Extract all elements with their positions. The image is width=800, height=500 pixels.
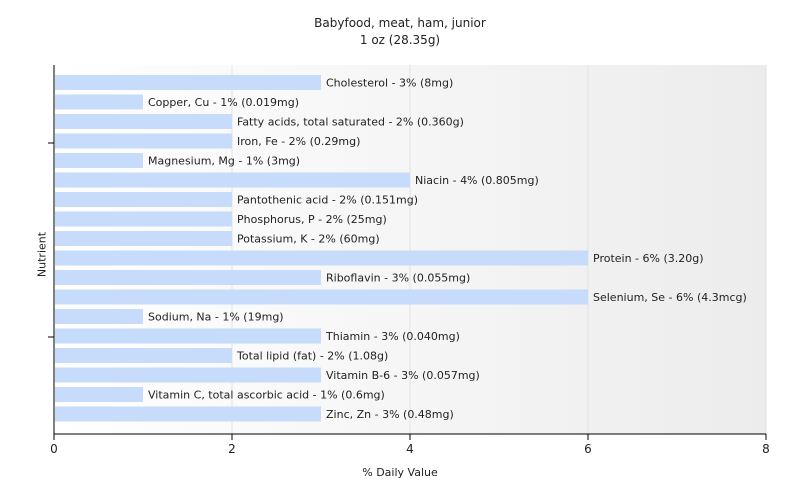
x-tick-label: 0 <box>50 442 58 456</box>
bar <box>55 133 232 149</box>
bar-label: Sodium, Na - 1% (19mg) <box>148 311 284 324</box>
bar <box>55 289 588 305</box>
x-tick-label: 4 <box>406 442 414 456</box>
bar <box>55 153 143 168</box>
bar <box>55 328 321 344</box>
bar-label: Vitamin C, total ascorbic acid - 1% (0.6… <box>148 389 385 402</box>
bar-label: Potassium, K - 2% (60mg) <box>237 233 380 246</box>
x-tick-label: 2 <box>228 442 236 456</box>
bar-label: Vitamin B-6 - 3% (0.057mg) <box>326 369 480 382</box>
x-tick-label: 8 <box>762 442 770 456</box>
bar <box>55 211 232 227</box>
bar-label: Magnesium, Mg - 1% (3mg) <box>148 155 300 168</box>
bar-label: Pantothenic acid - 2% (0.151mg) <box>237 194 418 207</box>
bar-label: Cholesterol - 3% (8mg) <box>326 77 453 90</box>
bar-label: Phosphorus, P - 2% (25mg) <box>237 213 387 226</box>
bar-label: Total lipid (fat) - 2% (1.08g) <box>236 350 388 363</box>
bar <box>55 406 321 422</box>
bar <box>55 270 321 285</box>
bar <box>55 75 321 90</box>
bar-label: Thiamin - 3% (0.040mg) <box>325 330 460 343</box>
bar <box>55 192 232 207</box>
bar-label: Fatty acids, total saturated - 2% (0.360… <box>237 116 464 129</box>
bar-label: Riboflavin - 3% (0.055mg) <box>326 272 470 285</box>
bar <box>55 231 232 246</box>
bar <box>55 250 588 266</box>
bar-label: Zinc, Zn - 3% (0.48mg) <box>326 408 454 421</box>
bar-label: Protein - 6% (3.20g) <box>593 252 704 265</box>
bar <box>55 387 143 402</box>
bar <box>55 309 143 324</box>
chart-title: Babyfood, meat, ham, junior <box>314 16 486 30</box>
bar-label: Copper, Cu - 1% (0.019mg) <box>148 96 299 109</box>
bar <box>55 172 410 188</box>
bar-label: Niacin - 4% (0.805mg) <box>415 174 539 187</box>
x-tick-label: 6 <box>584 442 592 456</box>
x-axis-label: % Daily Value <box>362 466 438 479</box>
bar <box>55 114 232 129</box>
bar <box>55 367 321 383</box>
bar <box>55 348 232 363</box>
bar-label: Selenium, Se - 6% (4.3mcg) <box>593 291 747 304</box>
bar-label: Iron, Fe - 2% (0.29mg) <box>237 135 360 148</box>
bar <box>55 94 143 110</box>
chart-subtitle: 1 oz (28.35g) <box>359 33 441 47</box>
